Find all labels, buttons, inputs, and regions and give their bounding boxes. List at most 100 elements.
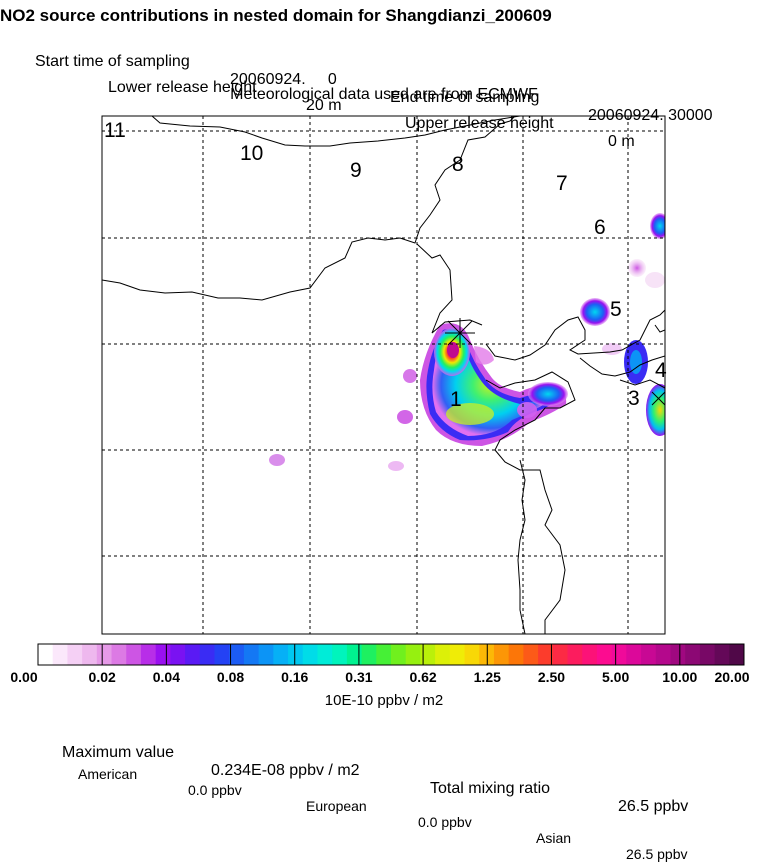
lat-lon-grid <box>102 116 665 634</box>
colorbar-cell <box>552 644 568 665</box>
lower-release-value: 20 m <box>306 97 342 114</box>
colorbar-tick-label: 0.62 <box>409 669 437 685</box>
station-marker-icon <box>445 318 475 348</box>
colorbar-cell <box>464 644 480 665</box>
max-value-label: Maximum value <box>62 744 175 761</box>
total-mixing-label: Total mixing ratio <box>430 780 551 797</box>
region-label: 6 <box>594 216 606 239</box>
colorbar-cell <box>243 644 260 665</box>
colorbar-frame <box>37 643 745 666</box>
region-label: 11 <box>104 119 126 142</box>
colorbar <box>37 643 745 666</box>
end-time-label: End time of sampling <box>390 89 540 106</box>
regional-breakdown: American 0.0 ppbv European 0.0 ppbv Asia… <box>78 750 688 862</box>
region-label: 4 <box>655 359 667 382</box>
colorbar-cell <box>538 644 554 665</box>
colorbar-cell <box>685 644 701 665</box>
colorbar-cell <box>582 644 598 665</box>
colorbar-cell <box>405 644 421 665</box>
coastlines <box>102 116 665 634</box>
colorbar-cell <box>96 644 113 665</box>
colorbar-tick-label: 0.00 <box>10 669 38 685</box>
colorbar-cell <box>317 644 333 665</box>
colorbar-cell <box>376 644 392 665</box>
colorbar-cell <box>38 644 54 665</box>
colorbar-cell <box>273 644 289 665</box>
region-label: 5 <box>610 298 622 321</box>
region-label: 3 <box>628 387 640 410</box>
colorbar-cell <box>420 644 436 665</box>
colorbar-cell <box>185 644 201 665</box>
colorbar-cell <box>126 644 142 665</box>
lower-release-label: Lower release height <box>108 79 257 96</box>
colorbar-cell <box>332 644 348 665</box>
region-labels: 11 10 9 8 7 6 5 4 3 1 <box>104 119 667 411</box>
colorbar-tick-label: 0.31 <box>345 669 373 685</box>
colorbar-cell <box>302 644 318 665</box>
colorbar-cell <box>170 644 186 665</box>
colorbar-cell <box>258 644 274 665</box>
colorbar-cell <box>391 644 407 665</box>
colorbar-tick-label: 0.16 <box>281 669 309 685</box>
colorbar-cell <box>508 644 524 665</box>
colorbar-cell <box>346 644 363 665</box>
region-label: 1 <box>450 388 462 411</box>
colorbar-tick-label: 5.00 <box>602 669 630 685</box>
colorbar-cell <box>714 644 730 665</box>
start-time-value: 20060924. 0 <box>230 71 337 88</box>
colorbar-tick-label: 20.00 <box>714 669 750 685</box>
region-label: 9 <box>350 159 362 182</box>
colorbar-cell <box>449 644 466 665</box>
european-value: 0.0 ppbv <box>418 814 472 830</box>
colorbar-cell <box>214 644 230 665</box>
colorbar-tick-label: 0.02 <box>88 669 116 685</box>
secondary-marker-icon <box>651 391 665 406</box>
colorbar-cell <box>611 644 627 665</box>
colorbar-cell <box>523 644 539 665</box>
colorbar-tick-label: 10.00 <box>662 669 698 685</box>
asian-label: Asian <box>536 830 572 846</box>
concentration-field <box>269 213 665 471</box>
colorbar-cell <box>82 644 98 665</box>
colorbar-units: 10E-10 ppbv / m2 <box>324 692 444 709</box>
colorbar-cell <box>729 644 745 665</box>
plot-title: NO2 source contributions in nested domai… <box>0 6 552 25</box>
colorbar-cell <box>140 644 157 665</box>
map-panel: 11 10 9 8 7 6 5 4 3 1 <box>101 115 667 635</box>
colorbar-cell <box>435 644 451 665</box>
region-label: 7 <box>556 172 568 195</box>
american-value: 0.0 ppbv <box>188 782 242 798</box>
colorbar-tick-label: 2.50 <box>537 669 566 685</box>
colorbar-cell <box>288 644 304 665</box>
colorbar-cell <box>52 644 68 665</box>
colorbar-cell <box>626 644 642 665</box>
start-time-label: Start time of sampling <box>35 53 190 70</box>
colorbar-tick-label: 0.04 <box>152 669 180 685</box>
colorbar-cell <box>229 644 245 665</box>
max-and-total: Maximum value 0.234E-08 ppbv / m2 Total … <box>62 726 688 816</box>
colorbar-cell <box>670 644 686 665</box>
colorbar-cell <box>655 644 671 665</box>
colorbar-cell <box>596 644 613 665</box>
max-value: 0.234E-08 ppbv / m2 <box>211 762 360 779</box>
european-label: European <box>306 798 367 814</box>
asian-value: 26.5 ppbv <box>626 846 688 862</box>
colorbar-cell <box>493 644 510 665</box>
release-heights: Lower release height 20 m Upper release … <box>0 61 768 151</box>
colorbar-cell <box>361 644 377 665</box>
colorbar-cell <box>199 644 215 665</box>
region-label: 10 <box>240 142 263 165</box>
colorbar-cell <box>155 644 171 665</box>
region-label: 8 <box>452 153 464 176</box>
colorbar-tick-label: 0.08 <box>216 669 245 685</box>
colorbar-cell <box>641 644 657 665</box>
colorbar-cell <box>67 644 83 665</box>
colorbar-cell <box>567 644 583 665</box>
total-mixing-value: 26.5 ppbv <box>618 798 689 815</box>
colorbar-cell <box>699 644 716 665</box>
met-data-note: Meteorological data used are from ECMWF <box>230 86 538 103</box>
american-label: American <box>78 766 138 782</box>
map-frame <box>101 115 666 635</box>
colorbar-tick-label: 1.25 <box>473 669 501 685</box>
colorbar-cell <box>111 644 127 665</box>
